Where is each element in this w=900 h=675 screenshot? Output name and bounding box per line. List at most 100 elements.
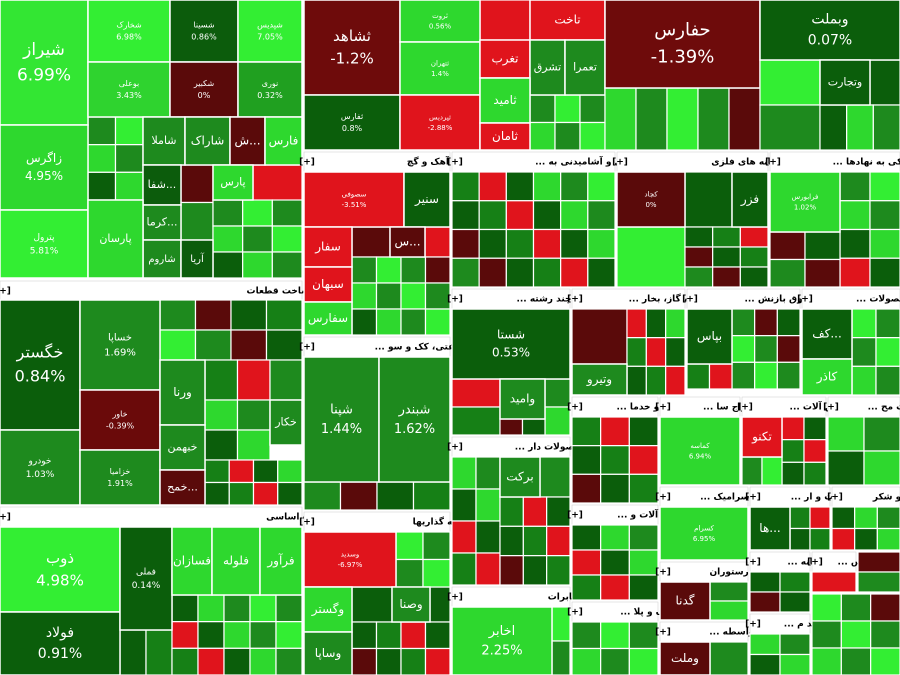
sector-toggle[interactable]: [+] bbox=[745, 620, 761, 630]
sector-name: استخراج کانه های فلزی bbox=[711, 158, 816, 168]
small-tile bbox=[600, 621, 630, 650]
sector-header: رایانه ...[+] bbox=[745, 551, 825, 573]
small-tile bbox=[424, 621, 451, 650]
small-tile bbox=[876, 527, 900, 551]
sector-toggle[interactable]: [+] bbox=[745, 558, 761, 568]
sector-toggle[interactable]: [+] bbox=[737, 403, 753, 413]
small-tile bbox=[204, 359, 239, 401]
tile-change: 0% bbox=[645, 201, 656, 209]
tile bbox=[659, 506, 749, 561]
sector-header: ساخت مح ... [+] bbox=[823, 396, 900, 418]
sector-toggle[interactable]: [+] bbox=[655, 493, 671, 503]
sector-toggle[interactable]: [+] bbox=[765, 158, 781, 168]
sector-toggle[interactable]: [+] bbox=[447, 158, 463, 168]
sector-name: هتل و رستوران bbox=[709, 568, 778, 578]
tile bbox=[819, 59, 871, 106]
small-tile bbox=[412, 481, 451, 511]
tile-change: 0.56% bbox=[429, 22, 452, 30]
small-tile bbox=[249, 621, 277, 649]
small-tile bbox=[628, 445, 659, 475]
sector: مخابرات [+] اخابر 2.25% bbox=[447, 586, 584, 675]
tile-change: 1.62% bbox=[394, 422, 435, 437]
small-tile bbox=[789, 506, 811, 530]
small-tile bbox=[851, 337, 877, 367]
tile-name: کف... bbox=[812, 327, 842, 341]
small-tile bbox=[870, 620, 900, 649]
small-tile bbox=[505, 171, 535, 202]
tile-name: ثروت bbox=[432, 12, 448, 20]
tile-name: ورنا bbox=[173, 385, 192, 400]
sector: رایانه ...[+] bbox=[745, 551, 825, 613]
tile-name: فرابورس bbox=[792, 193, 819, 201]
sector-name: اس ... bbox=[838, 558, 867, 568]
small-tile bbox=[869, 171, 900, 202]
tile bbox=[87, 0, 171, 63]
tile bbox=[79, 299, 161, 391]
tile-change: 0% bbox=[198, 91, 211, 100]
tile-name: ثپردیس bbox=[429, 113, 451, 121]
sector-toggle[interactable]: [+] bbox=[807, 558, 823, 568]
small-tile bbox=[739, 246, 769, 268]
sector-toggle[interactable]: [+] bbox=[299, 518, 315, 528]
tile-name: کاذر bbox=[816, 370, 838, 385]
small-tile bbox=[451, 552, 477, 586]
small-tile bbox=[339, 481, 378, 511]
sector-toggle[interactable]: [+] bbox=[299, 158, 315, 168]
sector: ساخت مح ... [+] bbox=[823, 396, 900, 486]
tile bbox=[529, 0, 606, 41]
small-tile bbox=[87, 116, 117, 146]
small-tile bbox=[870, 647, 900, 675]
sector: فلزات اساسی[+]ذوب4.98%فولاد0.91%فملی0.14… bbox=[0, 506, 330, 675]
sector-toggle[interactable]: [+] bbox=[797, 295, 813, 305]
small-tile bbox=[571, 308, 628, 365]
tile-change: 0.84% bbox=[15, 367, 66, 386]
sector: فراورده های نفتی، کک و سو ... [+] شپنا 1.44… bbox=[299, 336, 518, 511]
sector-toggle[interactable]: [+] bbox=[827, 493, 843, 503]
sector-toggle[interactable]: [+] bbox=[567, 403, 583, 413]
sector-toggle[interactable]: [+] bbox=[655, 568, 671, 578]
sector-toggle[interactable]: [+] bbox=[0, 287, 11, 297]
tile-name: گدنا bbox=[675, 594, 694, 608]
tile-change: -6.97% bbox=[338, 561, 363, 569]
tile-name: حفارس bbox=[654, 20, 710, 41]
sector-name: فراورده های نفتی، کک و سو ... bbox=[375, 343, 518, 353]
small-tile bbox=[779, 653, 811, 675]
sector-toggle[interactable]: [+] bbox=[567, 511, 583, 521]
sector-toggle[interactable]: [+] bbox=[0, 513, 11, 523]
small-tile bbox=[271, 199, 303, 227]
small-tile bbox=[451, 378, 501, 408]
sector-toggle[interactable]: [+] bbox=[682, 295, 698, 305]
tile-name: ثامان bbox=[492, 129, 518, 143]
small-tile bbox=[375, 308, 402, 336]
sector-toggle[interactable]: [+] bbox=[299, 343, 315, 353]
small-tile bbox=[851, 365, 877, 396]
sector-toggle[interactable]: [+] bbox=[447, 295, 463, 305]
small-tile bbox=[616, 226, 686, 288]
sector-name: بیمه وصندوق بازنش ... bbox=[744, 295, 847, 305]
tile-name: خزامیا bbox=[110, 467, 131, 476]
sector-toggle[interactable]: [+] bbox=[655, 403, 671, 413]
small-tile bbox=[87, 144, 117, 173]
sector-toggle[interactable]: [+] bbox=[447, 443, 463, 453]
sector-toggle[interactable]: [+] bbox=[823, 403, 839, 413]
sector-toggle[interactable]: [+] bbox=[567, 295, 583, 305]
small-tile bbox=[604, 87, 637, 151]
sector-toggle[interactable]: [+] bbox=[612, 158, 628, 168]
sector-toggle[interactable]: [+] bbox=[447, 593, 463, 603]
sector-name: قند و شکر bbox=[872, 493, 900, 503]
small-tile bbox=[600, 647, 630, 675]
tile-change: 6.94% bbox=[689, 452, 712, 460]
tile-name: تکنو bbox=[751, 430, 772, 445]
small-tile bbox=[804, 231, 841, 261]
sector-toggle[interactable]: [+] bbox=[655, 628, 671, 638]
sector: زراعت و خدما ...[+] bbox=[567, 396, 692, 504]
sector-header: اس ... [+] bbox=[807, 551, 867, 573]
small-tile bbox=[731, 335, 756, 363]
sector-toggle[interactable]: [+] bbox=[745, 493, 761, 503]
tile bbox=[303, 301, 353, 336]
small-tile bbox=[499, 555, 524, 586]
sector-toggle[interactable]: [+] bbox=[567, 608, 583, 618]
tile bbox=[759, 0, 900, 61]
small-tile bbox=[351, 647, 378, 675]
small-tile bbox=[587, 171, 616, 202]
